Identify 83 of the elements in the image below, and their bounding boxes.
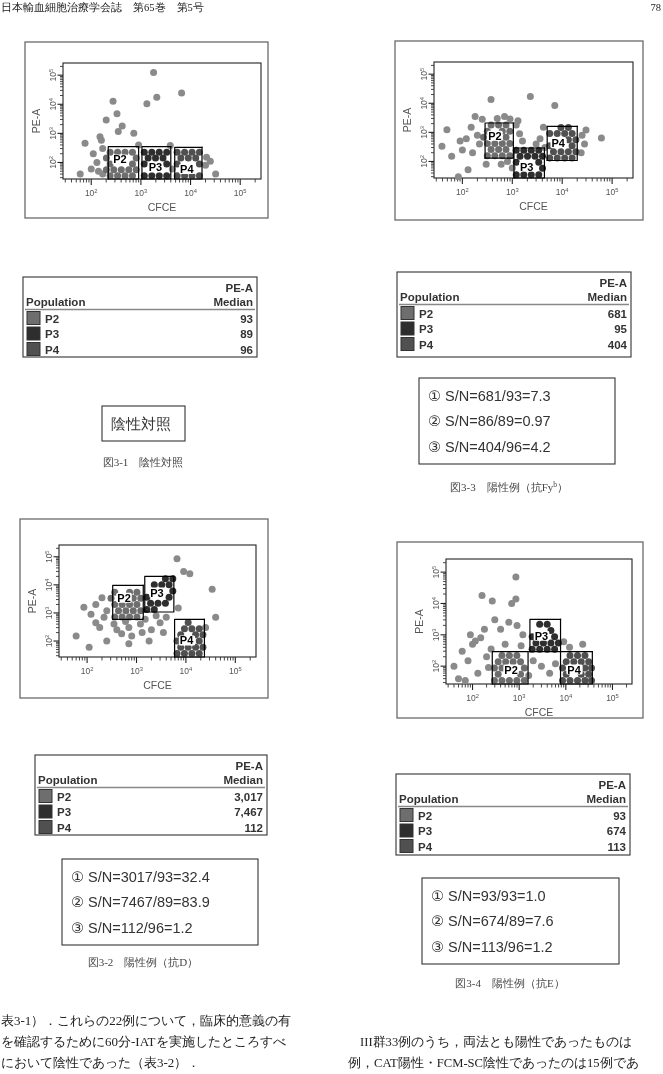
annotation: P2 — [117, 591, 131, 604]
x-axis-title: CFCE — [524, 706, 554, 718]
x-axis-title: CFCE — [143, 679, 172, 691]
legend-label: P3 — [57, 806, 72, 818]
annotation: P4 — [567, 663, 582, 676]
x-tick-label: 10$^{2}$ — [456, 187, 469, 197]
text: 93 — [240, 312, 253, 325]
text: 89 — [240, 328, 253, 340]
legend-label: P4 — [45, 343, 60, 356]
x-tick-label: 10$^{3}$ — [505, 187, 519, 197]
annotation: P2 — [113, 153, 127, 166]
annotation: P3 — [150, 586, 164, 599]
x-tick-label: 10$^{5}$ — [605, 187, 619, 197]
text: 図3-3 陽性例（抗Fy$^{b}$） — [449, 479, 569, 493]
text: 93 — [613, 809, 626, 822]
legend-label: P4 — [419, 338, 434, 351]
text: Median — [223, 774, 263, 786]
text: Median — [587, 291, 627, 303]
text: 図3-4 陽性例（抗E） — [455, 977, 565, 989]
text: 日本輸血細胞治療学会誌 第65巻 第5号 — [1, 1, 204, 13]
text: 78 — [650, 2, 661, 13]
text: 例，CAT陽性・FCM-SC陰性であったのは15例であ — [348, 1056, 639, 1070]
legend-label: P4 — [57, 821, 72, 834]
x-tick-label: 10$^{3}$ — [512, 693, 526, 703]
text: 図3-2 陽性例（抗D） — [87, 956, 199, 968]
text: 表3-1）．これらの22例について，臨床的意義の有 — [1, 1013, 292, 1028]
y-axis-title: PE-A — [30, 108, 42, 134]
annotation: P4 — [179, 634, 195, 647]
legend-title: Population — [400, 291, 460, 303]
legend-label: P2 — [45, 312, 60, 325]
x-tick-label: 10$^{2}$ — [84, 188, 98, 198]
text: 404 — [607, 338, 627, 351]
text: Median — [213, 296, 253, 308]
x-tick-label: 10$^{5}$ — [606, 693, 619, 703]
legend-label: P3 — [418, 825, 433, 837]
x-axis-title: CFCE — [147, 201, 177, 213]
annotation: P3 — [534, 629, 549, 642]
legend-label: P2 — [418, 809, 433, 822]
x-tick-label: 10$^{3}$ — [134, 188, 148, 198]
annotation: P3 — [148, 161, 163, 174]
annotation: P4 — [180, 162, 195, 175]
annotation: P3 — [520, 160, 534, 173]
legend-label: P2 — [57, 790, 72, 803]
text: PE-A — [225, 282, 253, 294]
legend-label: P3 — [45, 328, 60, 340]
legend-label: P3 — [419, 323, 434, 335]
annotation: P4 — [551, 137, 566, 150]
y-axis-title: PE-A — [401, 107, 413, 133]
text: Median — [586, 793, 626, 805]
text: 112 — [244, 821, 263, 834]
x-tick-label: 10$^{4}$ — [559, 693, 573, 703]
x-axis-title: CFCE — [519, 200, 548, 212]
annotation: P2 — [488, 129, 502, 142]
legend-title: Population — [399, 793, 459, 805]
legend-label: P2 — [419, 307, 434, 320]
text: III群33例のうち，両法とも陽性であったものは — [360, 1035, 633, 1049]
x-tick-label: 10$^{2}$ — [80, 666, 94, 676]
x-tick-label: 10$^{4}$ — [184, 188, 198, 198]
legend-label: P4 — [418, 840, 433, 853]
text: において陰性であった（表3-2）． — [1, 1055, 201, 1070]
text: PE-A — [235, 760, 263, 772]
text: 96 — [240, 343, 253, 356]
x-tick-label: 10$^{2}$ — [466, 693, 479, 703]
text: 674 — [606, 825, 626, 837]
annotation: P2 — [504, 663, 518, 676]
x-tick-label: 10$^{4}$ — [555, 187, 570, 197]
text: を確認するために60分-IATを実施したところすべ — [1, 1034, 286, 1049]
y-axis-title: PE-A — [26, 588, 38, 614]
legend-title: Population — [26, 296, 86, 308]
text: PE-A — [598, 779, 626, 791]
x-tick-label: 10$^{4}$ — [179, 666, 194, 676]
text: 3,017 — [234, 790, 263, 803]
x-tick-label: 10$^{3}$ — [130, 666, 143, 676]
text: 95 — [614, 323, 627, 335]
text: 681 — [607, 307, 627, 320]
legend-title: Population — [38, 774, 98, 786]
text: 7,467 — [234, 806, 263, 818]
text: 図3-1 陰性対照 — [102, 456, 184, 468]
text: PE-A — [599, 277, 627, 289]
text: 113 — [607, 840, 626, 853]
x-tick-label: 10$^{5}$ — [228, 666, 242, 676]
x-tick-label: 10$^{5}$ — [233, 188, 247, 198]
y-axis-title: PE-A — [413, 609, 425, 634]
